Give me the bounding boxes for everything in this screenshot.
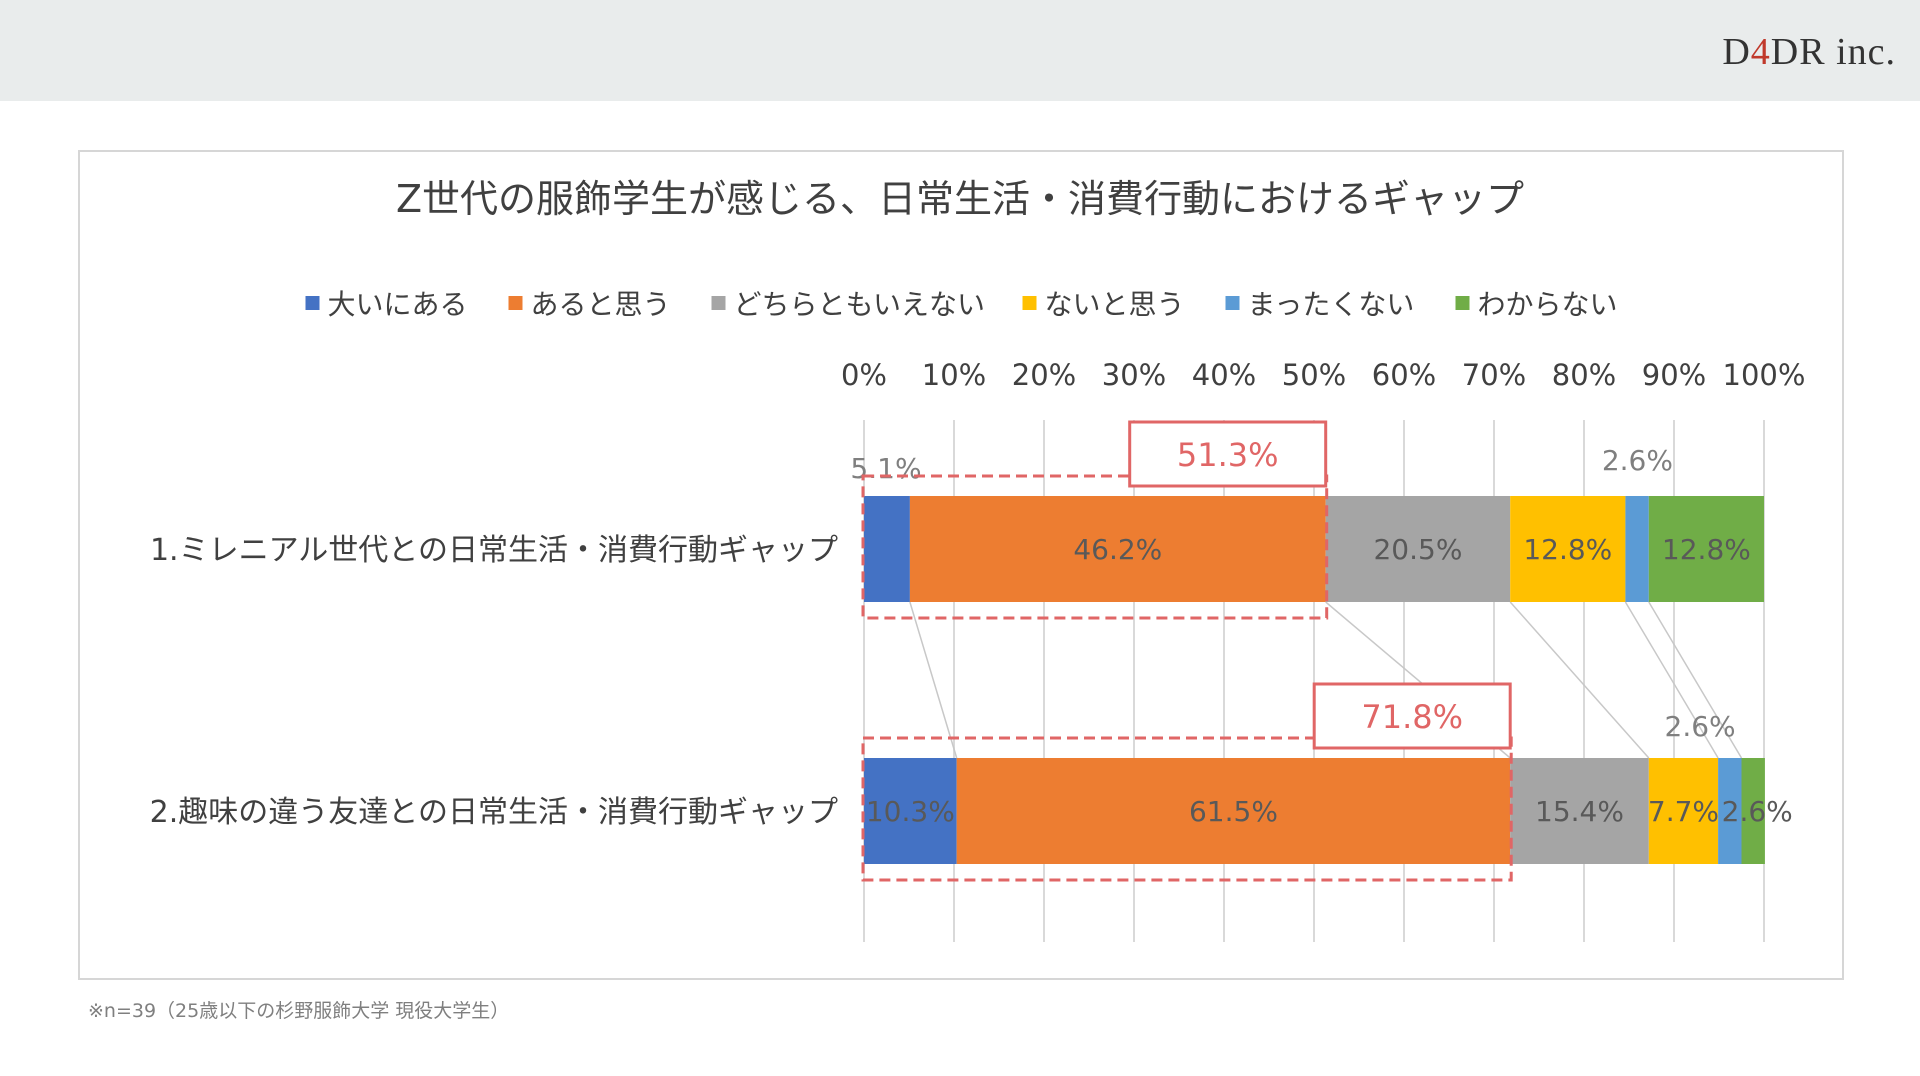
legend-label: わからない bbox=[1478, 288, 1618, 321]
category-label: 2.趣味の違う友達との日常生活・消費行動ギャップ bbox=[150, 795, 838, 830]
x-tick-label: 0% bbox=[841, 358, 887, 392]
bar-segment bbox=[1648, 496, 1764, 602]
data-label: 7.7% bbox=[1648, 795, 1719, 828]
bar-segment bbox=[1325, 496, 1511, 602]
chart-title: Z世代の服飾学生が感じる、日常生活・消費行動におけるギャップ bbox=[396, 177, 1524, 221]
data-label: 2.6% bbox=[1665, 710, 1736, 743]
bar-segment bbox=[1741, 758, 1765, 864]
data-label: 10.3% bbox=[866, 795, 955, 828]
footnote: ※n=39（25歳以下の杉野服飾大学 現役大学生） bbox=[88, 1000, 510, 1022]
highlight-callout-label: 71.8% bbox=[1361, 698, 1463, 736]
data-label: 2.6% bbox=[1602, 444, 1673, 477]
category-label: 1.ミレニアル世代との日常生活・消費行動ギャップ bbox=[150, 533, 838, 568]
bar-segment bbox=[1510, 758, 1649, 864]
data-label: 12.8% bbox=[1523, 533, 1612, 566]
header-bar: D4DR inc. bbox=[0, 0, 1920, 101]
legend-swatch bbox=[1225, 296, 1240, 310]
legend-swatch bbox=[1022, 296, 1037, 310]
series-line bbox=[1624, 601, 1719, 759]
data-label: 12.8% bbox=[1662, 533, 1751, 566]
bar-segment bbox=[1510, 496, 1626, 602]
bar-segment bbox=[1648, 758, 1719, 864]
data-label: 2.6% bbox=[1722, 795, 1793, 828]
category-labels: 1.ミレニアル世代との日常生活・消費行動ギャップ 2.趣味の違う友達との日常生活・… bbox=[150, 533, 838, 830]
x-tick-label: 30% bbox=[1102, 358, 1166, 392]
series-line bbox=[1509, 601, 1650, 759]
data-label: 5.1% bbox=[850, 452, 921, 485]
legend-swatch bbox=[508, 296, 523, 310]
x-tick-label: 50% bbox=[1282, 358, 1346, 392]
x-tick-label: 90% bbox=[1642, 358, 1706, 392]
bars: 5.1% 46.2% 20.5% 12.8% 2.6% 12.8% 10.3% 61.5% 15… bbox=[850, 444, 1793, 864]
legend-swatch bbox=[1455, 296, 1470, 310]
data-label: 46.2% bbox=[1073, 533, 1162, 566]
bar-segment bbox=[1625, 496, 1649, 602]
legend-swatch bbox=[711, 296, 726, 310]
legend-label: まったくない bbox=[1248, 288, 1415, 321]
legend-label: あると思う bbox=[531, 288, 671, 321]
x-tick-label: 100% bbox=[1723, 358, 1806, 392]
highlight-dashed-box bbox=[861, 736, 1513, 882]
bar-segment bbox=[864, 758, 957, 864]
legend: 大いにある あると思う どちらともいえない ないと思う まったくない わからない bbox=[305, 288, 1618, 321]
x-tick-label: 70% bbox=[1462, 358, 1526, 392]
legend-label: 大いにある bbox=[328, 288, 468, 321]
bar-segment bbox=[864, 496, 910, 602]
x-tick-label: 60% bbox=[1372, 358, 1436, 392]
data-label: 15.4% bbox=[1535, 795, 1624, 828]
highlight-callout-label: 51.3% bbox=[1177, 436, 1279, 474]
highlight-callout-box bbox=[1312, 682, 1512, 750]
x-tick-label: 80% bbox=[1552, 358, 1616, 392]
legend-label: ないと思う bbox=[1045, 288, 1185, 321]
x-axis-ticks: 0% 10% 20% 30% 40% 50% 60% 70% 80% 90% 100% bbox=[841, 358, 1805, 392]
series-line bbox=[1648, 601, 1743, 759]
data-label: 20.5% bbox=[1373, 533, 1462, 566]
company-logo: D4DR inc. bbox=[1722, 31, 1896, 73]
legend-label: どちらともいえない bbox=[734, 288, 985, 321]
highlight-dashed-box bbox=[861, 474, 1329, 620]
x-tick-label: 10% bbox=[922, 358, 986, 392]
highlights: 51.3% 71.8% bbox=[861, 420, 1513, 882]
highlight-callout-box bbox=[1128, 420, 1328, 488]
bar-segment bbox=[956, 758, 1511, 864]
bar-segment bbox=[1718, 758, 1742, 864]
x-tick-label: 40% bbox=[1192, 358, 1256, 392]
data-label: 61.5% bbox=[1189, 795, 1278, 828]
x-tick-label: 20% bbox=[1012, 358, 1076, 392]
series-connectors bbox=[909, 601, 1743, 759]
legend-swatch bbox=[305, 296, 320, 310]
series-line bbox=[909, 601, 958, 759]
bar-segment bbox=[909, 496, 1326, 602]
